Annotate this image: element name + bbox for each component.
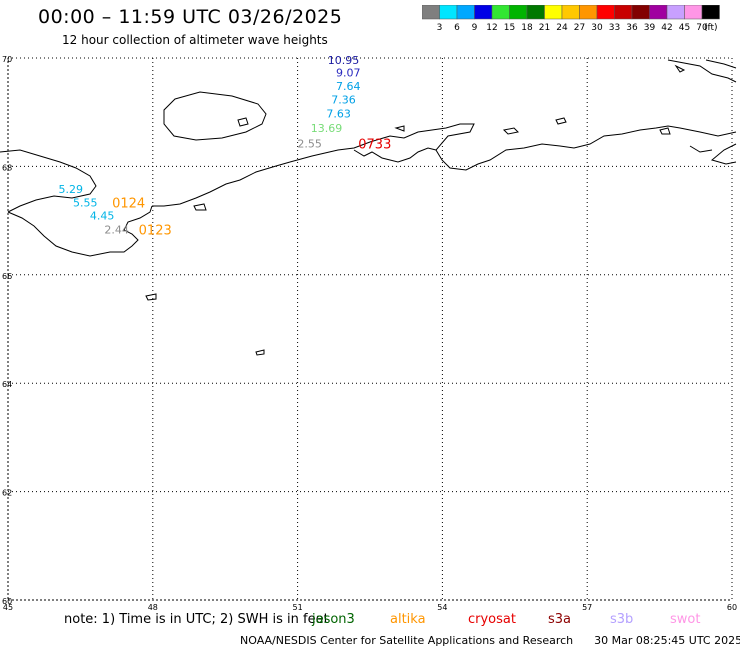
pass-time-label: 0123 bbox=[139, 223, 172, 238]
wave-height-label: 4.45 bbox=[90, 210, 115, 223]
colorbar-unit-label: (ft) bbox=[704, 23, 718, 33]
lat-tick-label: 68 bbox=[2, 163, 12, 172]
satellite-legend-item: swot bbox=[670, 612, 701, 627]
map-subtitle: 12 hour collection of altimeter wave hei… bbox=[62, 33, 328, 47]
colorbar-tick-label: 24 bbox=[556, 23, 568, 33]
map-frame bbox=[7, 57, 733, 601]
kolguyev-island bbox=[163, 91, 267, 141]
pechora-bay-coast bbox=[353, 147, 437, 163]
coast-islet bbox=[193, 203, 207, 211]
lat-tick-label: 60 bbox=[2, 597, 12, 606]
map-title: 00:00 – 11:59 UTC 03/26/2025 bbox=[38, 6, 343, 28]
colorbar-tick-label: 18 bbox=[521, 23, 533, 33]
timestamp-text: 30 Mar 08:25:45 UTC 2025 bbox=[594, 634, 740, 647]
coast-islet bbox=[659, 127, 671, 135]
colorbar-tick-label: 45 bbox=[679, 23, 690, 33]
satellite-legend-item: s3b bbox=[610, 612, 634, 627]
colorbar-tick-label: 33 bbox=[609, 23, 620, 33]
lon-tick-label: 45 bbox=[3, 603, 13, 612]
wave-height-label: 10.95 bbox=[328, 54, 360, 67]
satellite-legend-item: cryosat bbox=[468, 612, 516, 627]
graticule bbox=[7, 57, 733, 601]
coast-islet bbox=[394, 125, 405, 132]
mainland-coast bbox=[7, 205, 153, 257]
wave-height-label: 7.36 bbox=[331, 94, 356, 107]
mainland-coast bbox=[152, 161, 291, 207]
wave-height-label: 2.55 bbox=[297, 138, 322, 151]
wave-height-label: 13.69 bbox=[311, 122, 343, 135]
satellite-legend-item: jason3 bbox=[312, 612, 355, 627]
coast-islet bbox=[555, 117, 567, 125]
coast-islet bbox=[237, 117, 249, 127]
coast-islet bbox=[145, 293, 157, 301]
wave-height-label: 9.07 bbox=[336, 67, 361, 80]
wave-height-label: 2.44 bbox=[104, 223, 129, 236]
colorbar-tick-label: 21 bbox=[539, 23, 550, 33]
wave-height-colorbar: 3 6 9 12 15 18 21 24 27 30 33 36 39 42 45 70(ft) bbox=[422, 5, 720, 33]
colorbar-tick-label: 30 bbox=[591, 23, 603, 33]
altimeter-map: 10.959.077.647.367.63 13.69 2.55 5.295.554.… bbox=[0, 54, 737, 612]
colorbar-tick-label: 27 bbox=[574, 23, 585, 33]
lon-tick-label: 60 bbox=[727, 603, 737, 612]
pass-time-label: 0733 bbox=[358, 138, 391, 153]
coast-islet bbox=[502, 127, 520, 135]
lon-tick-label: 57 bbox=[582, 603, 592, 612]
wave-height-label: 7.64 bbox=[336, 80, 361, 93]
mainland-coast bbox=[289, 123, 737, 171]
novaya-zemlya-coast bbox=[705, 59, 737, 69]
mainland-coast bbox=[0, 149, 97, 213]
colorbar-tick-label: 70 bbox=[696, 23, 708, 33]
colorbar-tick-label: 12 bbox=[486, 23, 497, 33]
colorbar-tick-label: 15 bbox=[504, 23, 515, 33]
footer: NOAA/NESDIS Center for Satellite Applica… bbox=[240, 634, 740, 647]
wave-height-label: 7.63 bbox=[326, 107, 351, 120]
units-note: note: 1) Time is in UTC; 2) SWH is in fe… bbox=[64, 612, 329, 627]
credit-text: NOAA/NESDIS Center for Satellite Applica… bbox=[240, 634, 574, 647]
coast-islet bbox=[255, 349, 265, 356]
colorbar-swatch bbox=[701, 5, 720, 20]
colorbar-tick-label: 36 bbox=[626, 23, 638, 33]
mainland-coast bbox=[710, 143, 737, 165]
satellite-legend-item: altika bbox=[390, 612, 426, 627]
novaya-zemlya-coast bbox=[667, 59, 737, 83]
colorbar-tick-label: 3 bbox=[437, 23, 443, 33]
colorbar-tick-label: 9 bbox=[472, 23, 478, 33]
lon-tick-label: 51 bbox=[293, 603, 303, 612]
colorbar-tick-label: 39 bbox=[644, 23, 656, 33]
satellite-legend-item: s3a bbox=[548, 612, 572, 627]
wave-height-label: 5.29 bbox=[58, 183, 83, 196]
colorbar-tick-label: 42 bbox=[661, 23, 672, 33]
lon-tick-label: 48 bbox=[148, 603, 158, 612]
mainland-coast bbox=[689, 145, 713, 153]
lon-tick-label: 54 bbox=[437, 603, 447, 612]
lat-tick-label: 64 bbox=[2, 380, 12, 389]
pass-time-label: 0124 bbox=[112, 197, 145, 212]
colorbar-tick-label: 6 bbox=[454, 23, 460, 33]
lat-tick-label: 70 bbox=[2, 55, 12, 64]
lat-tick-label: 66 bbox=[2, 272, 12, 281]
lat-tick-label: 62 bbox=[2, 489, 12, 498]
coast-islet bbox=[674, 64, 686, 73]
wave-height-label: 5.55 bbox=[73, 197, 98, 210]
coastline bbox=[0, 59, 737, 356]
pass-labels-layer: 0733 0124 0123 bbox=[112, 138, 391, 239]
observations-layer: 10.959.077.647.367.63 13.69 2.55 5.295.554.… bbox=[58, 54, 360, 236]
